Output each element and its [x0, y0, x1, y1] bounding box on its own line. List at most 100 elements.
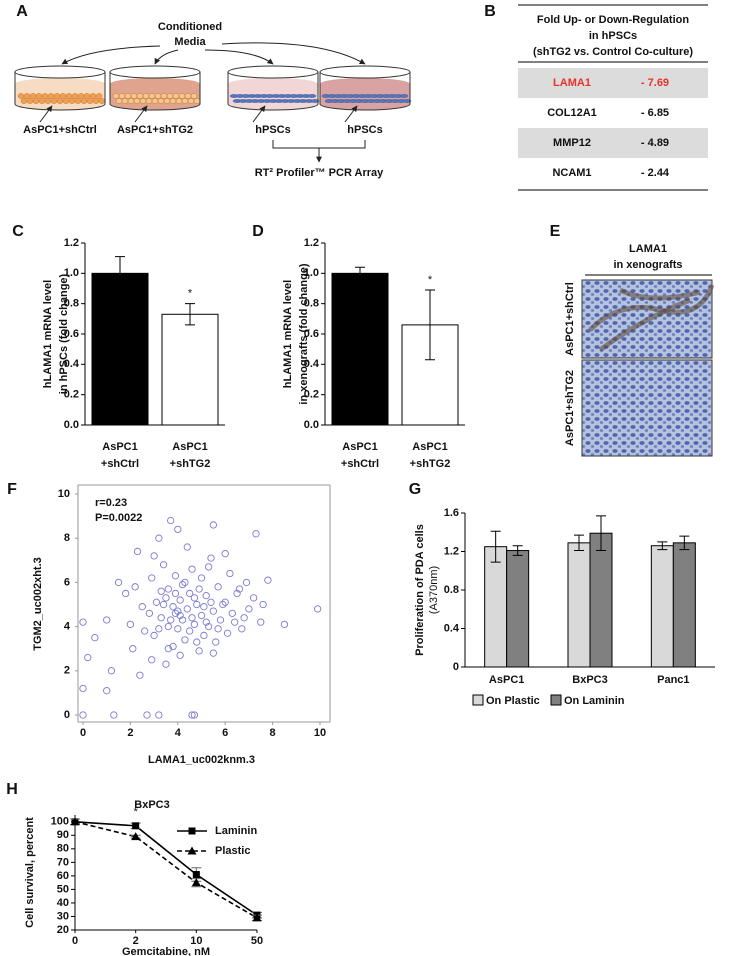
y-tick-label: 6 [64, 576, 70, 588]
cell [89, 93, 97, 99]
y-tick-label: 8 [64, 532, 70, 544]
x-tick-label: 2 [127, 727, 133, 739]
cell [154, 93, 162, 99]
point [167, 516, 175, 525]
point [148, 656, 156, 664]
x-tick-label: +shCtrl [341, 458, 379, 470]
point [193, 638, 201, 646]
cell [17, 93, 25, 99]
point [91, 634, 99, 642]
cell [148, 93, 156, 99]
bar [506, 550, 530, 668]
error-bar [425, 289, 435, 361]
point [190, 620, 199, 629]
point [226, 569, 234, 578]
point [204, 622, 213, 631]
point [140, 627, 149, 635]
point [191, 878, 201, 887]
error-bar [115, 256, 125, 291]
point [221, 598, 229, 606]
point [221, 550, 229, 558]
cell [53, 93, 61, 99]
point [133, 547, 142, 556]
cell [23, 93, 31, 99]
point [138, 603, 146, 611]
point [204, 563, 213, 571]
point [114, 578, 123, 587]
bar [484, 546, 508, 668]
x-tick-label: AsPC1 [342, 441, 377, 453]
dish-rim [227, 65, 319, 79]
point [155, 534, 163, 542]
pointer-arrow [39, 105, 53, 123]
x-tick-label: +shTG2 [170, 458, 211, 470]
error-bar [574, 534, 584, 552]
x-axis-label: Gemcitabine, nM [122, 946, 210, 956]
point [171, 609, 180, 617]
point [190, 594, 199, 602]
point [162, 594, 170, 602]
point [240, 614, 248, 622]
cell [178, 93, 186, 99]
series-line [74, 820, 258, 916]
cell [20, 98, 28, 104]
annotation: P=0.0022 [95, 512, 142, 524]
y-axis-label: TGM2_uc002xht.3 [32, 557, 44, 651]
point [235, 585, 244, 593]
point [195, 585, 203, 593]
y-tick-label: 100 [51, 816, 69, 828]
panel-label: H [6, 781, 18, 798]
dish-liquid [320, 78, 410, 110]
point [176, 596, 184, 604]
y-axis-label: in xenografts (fold change) [298, 263, 310, 405]
point [176, 611, 184, 620]
cell [175, 98, 183, 104]
y-tick-label: 0 [64, 709, 70, 721]
point [214, 625, 222, 633]
x-tick-label: 6 [222, 727, 228, 739]
point [209, 607, 218, 615]
panel-label: B [484, 3, 496, 20]
point [162, 660, 170, 668]
y-tick-label: 60 [57, 870, 69, 882]
cell [172, 93, 180, 99]
y-tick-label: 0.0 [64, 419, 79, 431]
error-bar [490, 530, 501, 563]
dish-rim [319, 65, 411, 79]
cell [163, 98, 171, 104]
x-tick-label: 2 [133, 935, 139, 947]
panel-label: F [7, 481, 17, 498]
image-row-label: AsPC1+shCtrl [564, 282, 576, 356]
point [219, 600, 227, 609]
cell [50, 98, 58, 104]
y-axis-label: hLAMA1 mRNA level [282, 280, 294, 388]
point [178, 616, 187, 624]
panel-label: E [550, 223, 561, 240]
point [249, 594, 258, 602]
cell [169, 98, 177, 104]
x-tick-label: 0 [72, 935, 78, 947]
error-bar [596, 515, 606, 552]
point [110, 711, 118, 719]
y-tick-label: 0 [453, 661, 459, 673]
point [188, 565, 196, 573]
table-cell: - 2.44 [641, 167, 670, 179]
y-tick-label: 0.2 [304, 389, 319, 401]
point [245, 605, 253, 613]
plot-frame [77, 484, 331, 723]
cell [190, 93, 198, 99]
x-tick-label: 10 [190, 935, 202, 947]
point [214, 583, 222, 591]
point [231, 618, 239, 626]
point [155, 711, 163, 719]
y-tick-label: 0.2 [64, 389, 79, 401]
micrograph [581, 359, 713, 457]
cell [26, 98, 34, 104]
table-cell: NCAM1 [552, 167, 591, 179]
x-tick-label: Panc1 [657, 674, 689, 686]
cell [68, 98, 76, 104]
point [207, 554, 215, 562]
cell [124, 93, 132, 99]
cell [65, 93, 73, 99]
bar [331, 272, 389, 426]
